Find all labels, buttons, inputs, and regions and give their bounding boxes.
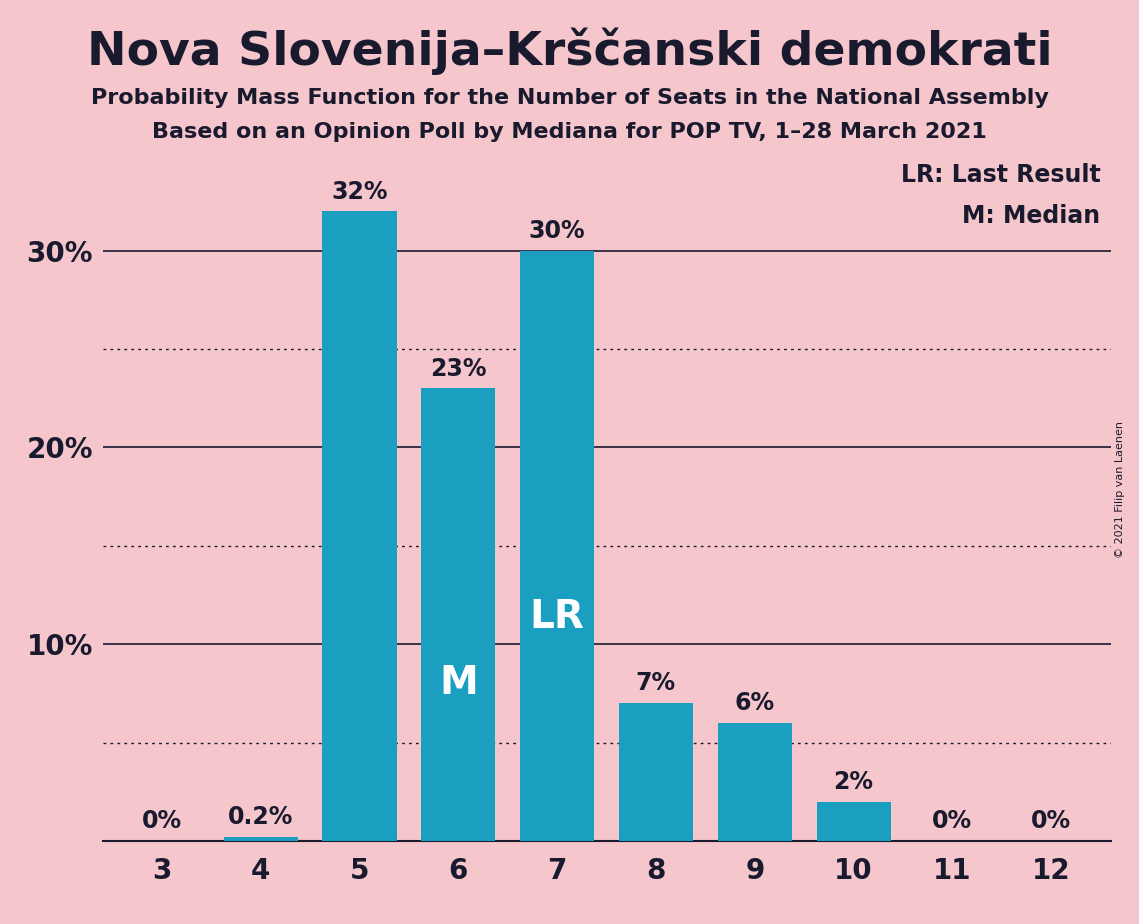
Bar <box>817 801 891 841</box>
Text: 23%: 23% <box>431 357 486 381</box>
Text: 0%: 0% <box>933 809 973 833</box>
Text: LR: Last Result: LR: Last Result <box>901 163 1100 187</box>
Text: Nova Slovenija–Krščanski demokrati: Nova Slovenija–Krščanski demokrati <box>87 28 1052 75</box>
Bar <box>223 837 297 841</box>
Bar <box>421 388 495 841</box>
Text: Based on an Opinion Poll by Mediana for POP TV, 1–28 March 2021: Based on an Opinion Poll by Mediana for … <box>153 122 986 142</box>
Text: Probability Mass Function for the Number of Seats in the National Assembly: Probability Mass Function for the Number… <box>91 88 1048 108</box>
Text: 6%: 6% <box>735 691 775 715</box>
Text: 0%: 0% <box>141 809 182 833</box>
Text: 32%: 32% <box>331 179 387 203</box>
Text: LR: LR <box>530 598 584 636</box>
Text: 2%: 2% <box>834 770 874 794</box>
Text: M: Median: M: Median <box>962 204 1100 228</box>
Bar <box>618 703 693 841</box>
Text: 0%: 0% <box>1031 809 1072 833</box>
Text: 7%: 7% <box>636 672 675 695</box>
Bar <box>521 250 595 841</box>
Text: 0.2%: 0.2% <box>228 805 294 829</box>
Bar <box>718 723 792 841</box>
Bar <box>322 212 396 841</box>
Text: M: M <box>439 663 477 701</box>
Text: © 2021 Filip van Laenen: © 2021 Filip van Laenen <box>1115 421 1124 558</box>
Text: 30%: 30% <box>528 219 585 243</box>
